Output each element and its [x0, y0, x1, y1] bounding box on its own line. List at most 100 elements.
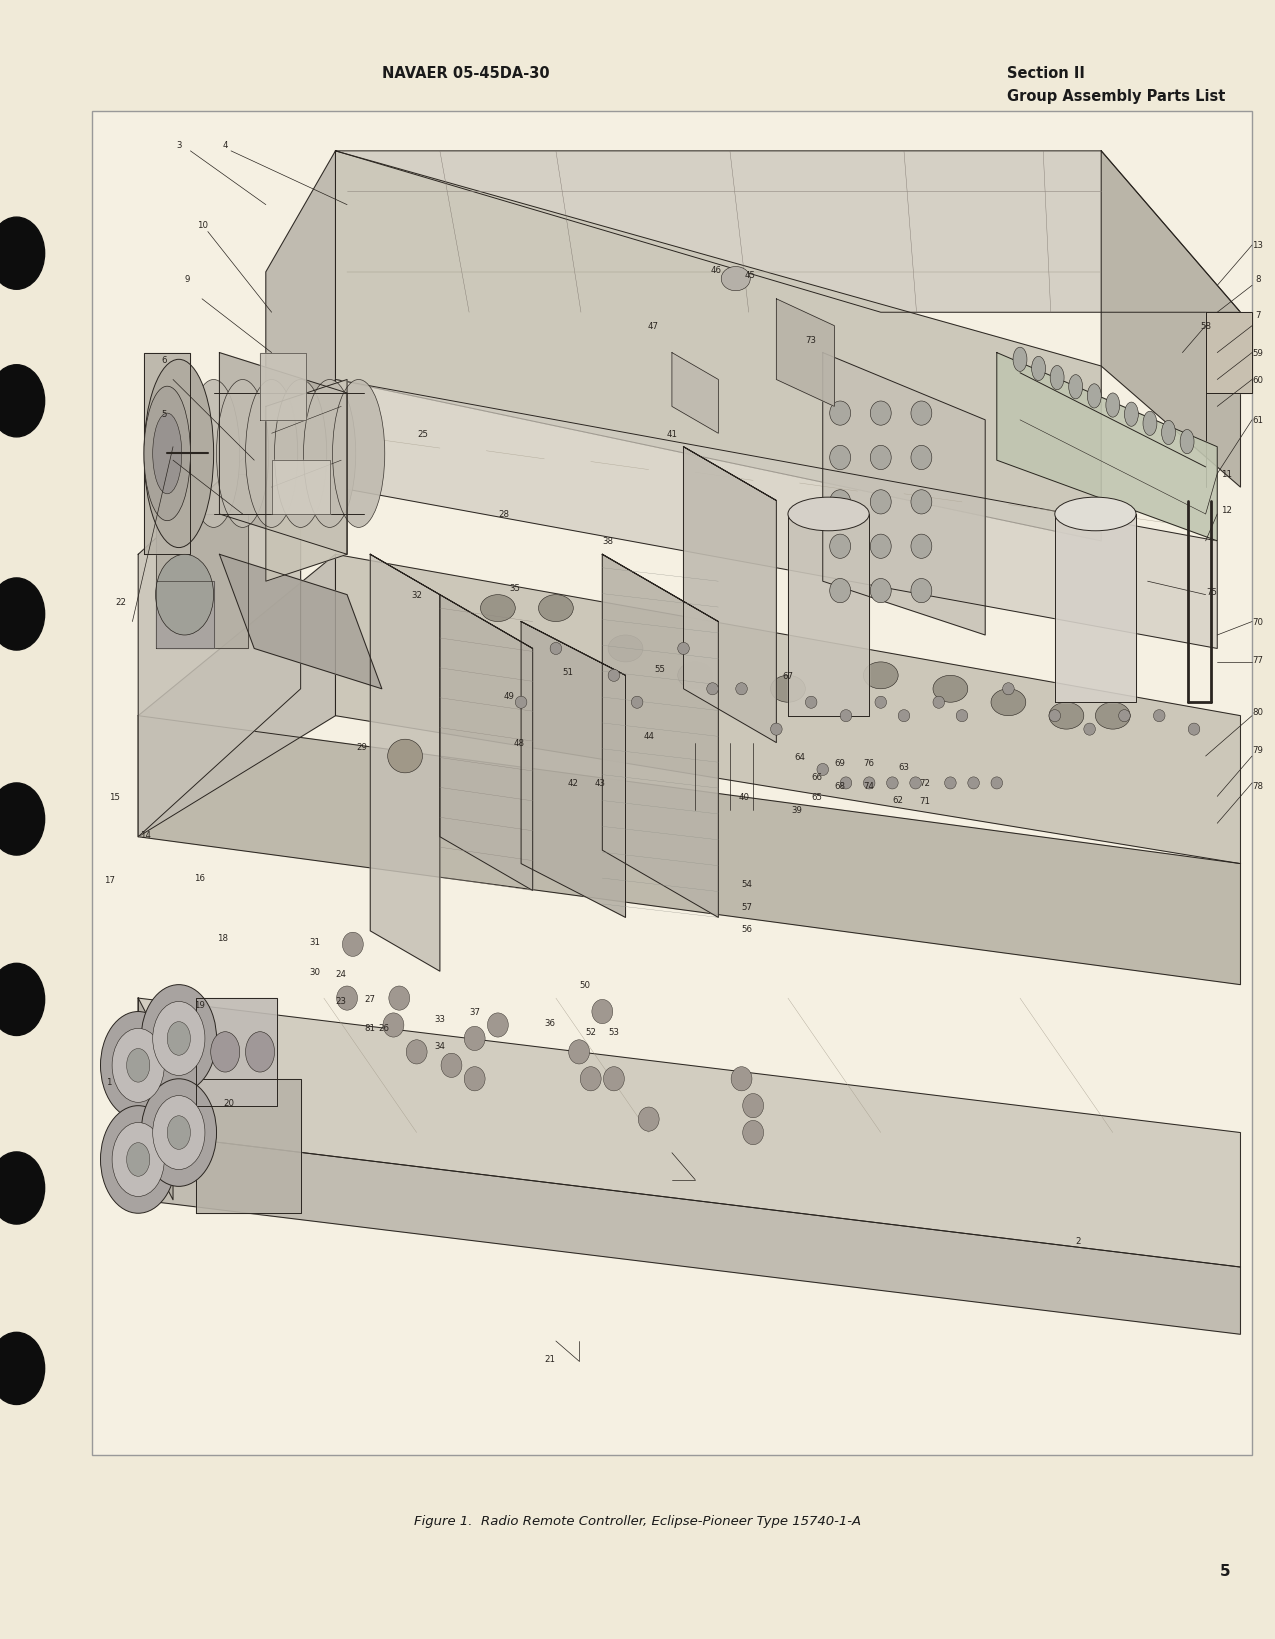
Polygon shape: [683, 447, 776, 502]
Text: 79: 79: [1252, 746, 1264, 754]
Ellipse shape: [770, 724, 782, 736]
Ellipse shape: [1142, 411, 1156, 436]
Ellipse shape: [968, 777, 979, 790]
Text: 70: 70: [1252, 618, 1264, 626]
Ellipse shape: [1002, 683, 1014, 695]
Polygon shape: [138, 998, 173, 1200]
Text: Group Assembly Parts List: Group Assembly Parts List: [1007, 89, 1225, 103]
Text: 76: 76: [863, 759, 875, 767]
Ellipse shape: [706, 683, 718, 695]
Ellipse shape: [863, 662, 898, 690]
Ellipse shape: [126, 1142, 150, 1177]
Polygon shape: [335, 380, 1218, 649]
Ellipse shape: [830, 534, 850, 559]
Text: 5: 5: [161, 410, 167, 418]
Text: 45: 45: [745, 270, 755, 280]
Polygon shape: [1102, 152, 1241, 488]
Ellipse shape: [743, 1121, 764, 1146]
Ellipse shape: [871, 579, 891, 603]
Polygon shape: [196, 1078, 301, 1213]
Ellipse shape: [1162, 421, 1176, 446]
Ellipse shape: [210, 1033, 240, 1072]
Ellipse shape: [382, 1013, 404, 1037]
Text: 75: 75: [1206, 588, 1216, 597]
Text: 63: 63: [899, 762, 909, 772]
Ellipse shape: [1188, 724, 1200, 736]
Text: 67: 67: [783, 672, 793, 680]
Ellipse shape: [153, 413, 182, 495]
Text: 55: 55: [655, 665, 666, 674]
Text: NAVAER 05-45DA-30: NAVAER 05-45DA-30: [381, 66, 550, 80]
Text: 20: 20: [223, 1098, 235, 1108]
Text: 4: 4: [222, 141, 228, 149]
Ellipse shape: [886, 777, 898, 790]
Ellipse shape: [830, 402, 850, 426]
Text: 48: 48: [514, 739, 524, 747]
Ellipse shape: [388, 739, 422, 774]
Ellipse shape: [770, 675, 806, 703]
Text: 54: 54: [742, 880, 752, 888]
Text: 65: 65: [811, 792, 822, 801]
Text: Figure 1.  Radio Remote Controller, Eclipse-Pioneer Type 15740-1-A: Figure 1. Radio Remote Controller, Eclip…: [414, 1514, 861, 1528]
Polygon shape: [266, 152, 335, 488]
Ellipse shape: [441, 1054, 462, 1078]
Text: 44: 44: [643, 733, 654, 741]
Polygon shape: [260, 354, 306, 421]
Text: 19: 19: [194, 1001, 205, 1010]
Ellipse shape: [910, 446, 932, 470]
Text: 58: 58: [1200, 321, 1211, 331]
Text: 52: 52: [585, 1028, 597, 1036]
Ellipse shape: [112, 1029, 164, 1103]
Ellipse shape: [830, 446, 850, 470]
Text: 71: 71: [919, 797, 931, 805]
Ellipse shape: [144, 361, 214, 547]
Polygon shape: [335, 556, 1241, 864]
Ellipse shape: [731, 1067, 752, 1092]
Ellipse shape: [1068, 375, 1082, 400]
Text: 32: 32: [411, 590, 422, 600]
Ellipse shape: [274, 380, 326, 528]
Ellipse shape: [167, 1116, 190, 1149]
Polygon shape: [138, 716, 1241, 985]
Text: 74: 74: [863, 782, 875, 790]
Text: Section II: Section II: [1007, 66, 1085, 80]
Text: 35: 35: [510, 583, 520, 593]
Polygon shape: [138, 1133, 1241, 1334]
Polygon shape: [997, 354, 1218, 541]
Circle shape: [0, 783, 45, 856]
Text: 69: 69: [835, 759, 845, 767]
Ellipse shape: [153, 1096, 205, 1170]
Ellipse shape: [167, 1023, 190, 1056]
Ellipse shape: [1031, 357, 1046, 382]
Ellipse shape: [187, 380, 240, 528]
Text: 56: 56: [742, 924, 752, 933]
Circle shape: [0, 579, 45, 651]
Ellipse shape: [608, 636, 643, 662]
Ellipse shape: [840, 710, 852, 723]
Polygon shape: [335, 152, 1102, 541]
Ellipse shape: [910, 402, 932, 426]
Ellipse shape: [875, 697, 886, 708]
Ellipse shape: [407, 1041, 427, 1064]
Text: 38: 38: [603, 538, 613, 546]
Text: 28: 28: [499, 510, 509, 520]
Polygon shape: [370, 556, 440, 972]
Ellipse shape: [550, 642, 562, 656]
Text: 46: 46: [710, 266, 722, 275]
Text: 47: 47: [648, 321, 659, 331]
Text: 26: 26: [379, 1023, 390, 1033]
Polygon shape: [602, 556, 718, 623]
Text: 68: 68: [835, 782, 845, 790]
Text: 39: 39: [792, 806, 803, 815]
Text: 60: 60: [1252, 375, 1264, 385]
Ellipse shape: [142, 1078, 217, 1187]
Ellipse shape: [1125, 403, 1139, 428]
Ellipse shape: [631, 697, 643, 708]
Ellipse shape: [863, 777, 875, 790]
Polygon shape: [672, 354, 718, 434]
Ellipse shape: [1084, 724, 1095, 736]
Ellipse shape: [1105, 393, 1119, 418]
Text: 10: 10: [196, 221, 208, 229]
Ellipse shape: [153, 1001, 205, 1075]
Ellipse shape: [1014, 347, 1026, 372]
